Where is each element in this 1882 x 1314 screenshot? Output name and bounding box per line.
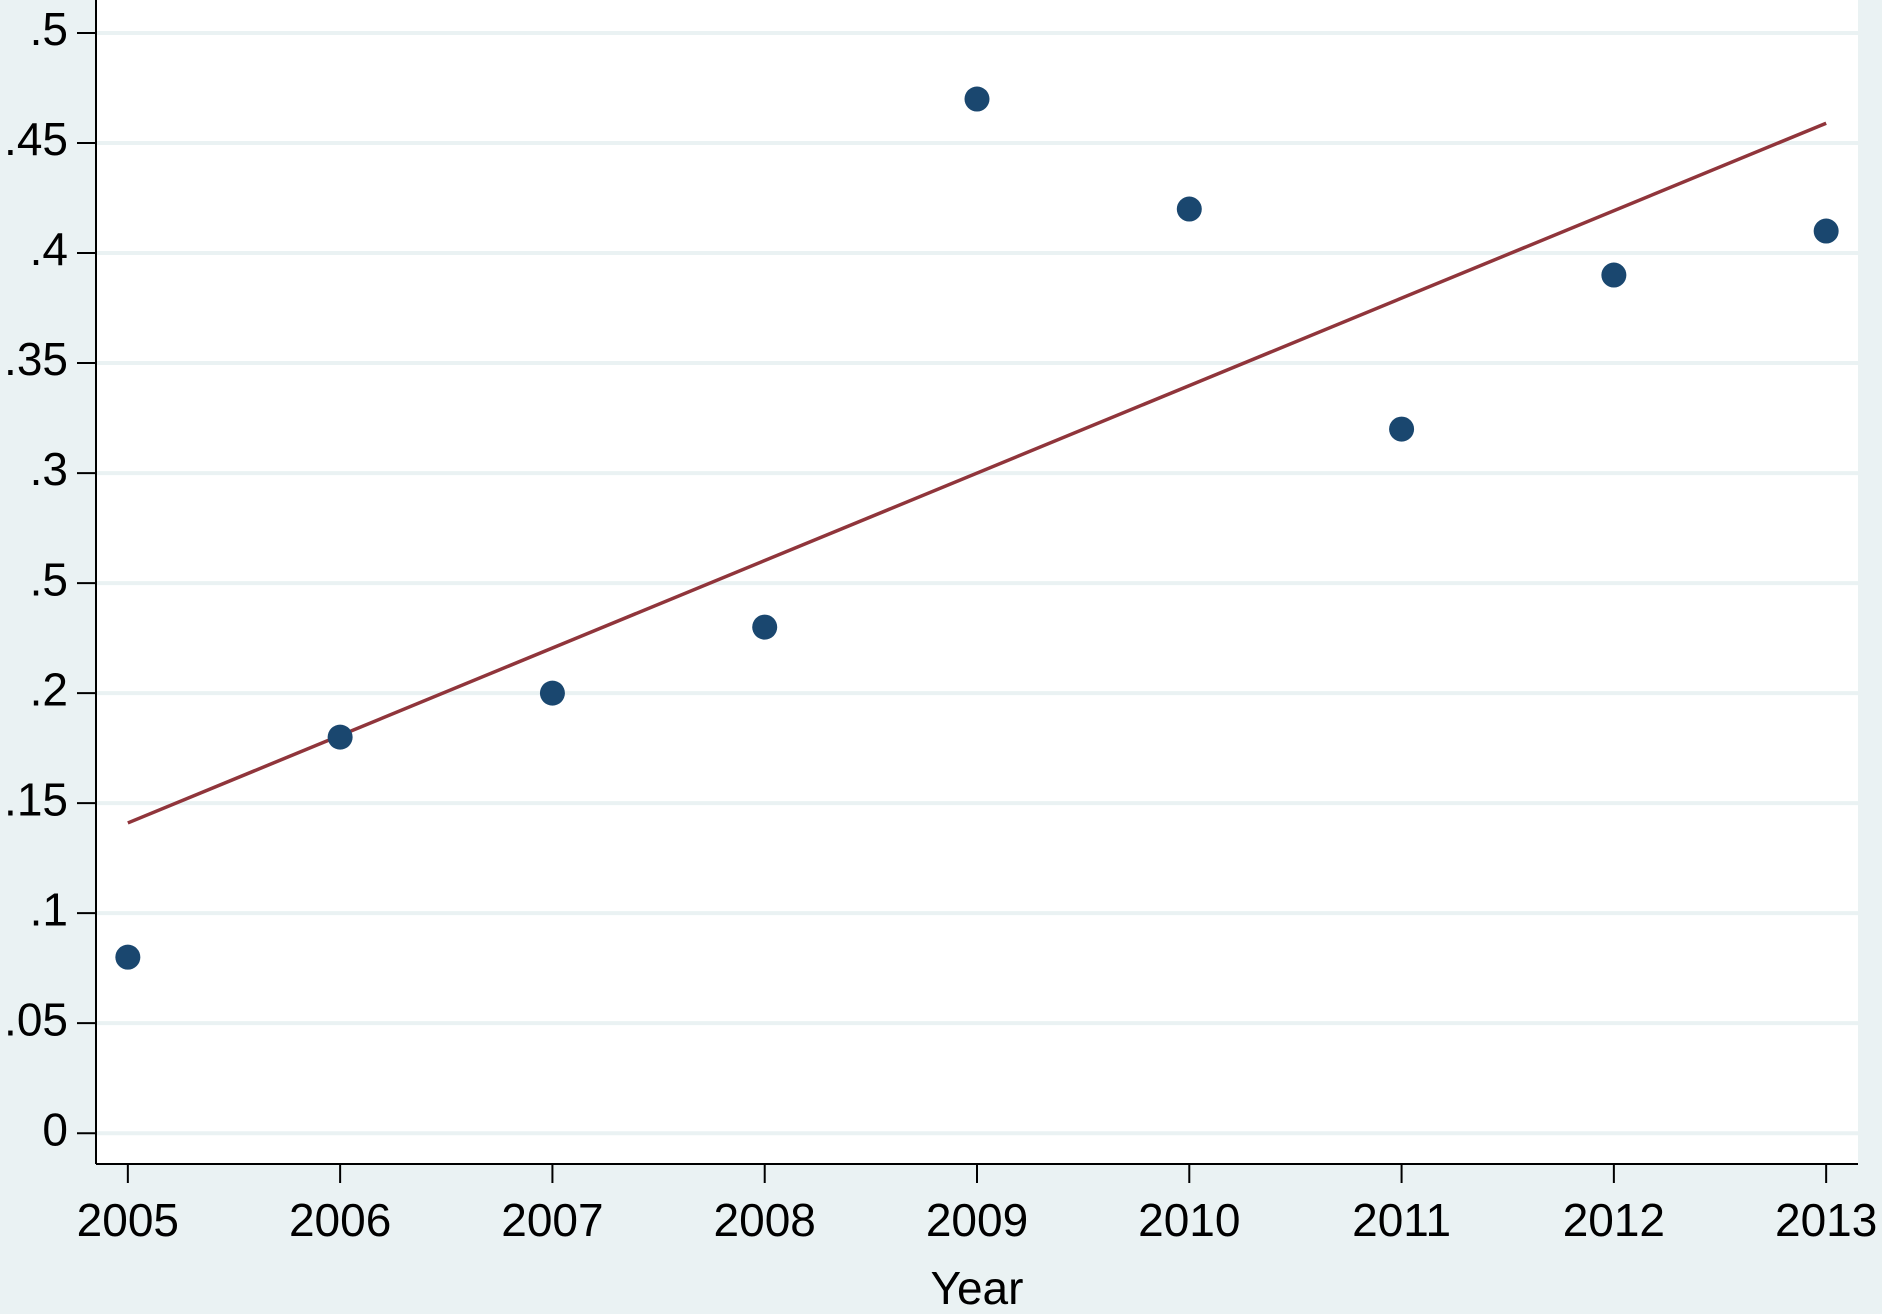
point — [539, 680, 565, 706]
x-tick-label: 2005 — [77, 1194, 179, 1246]
point — [1176, 196, 1202, 222]
y-tick-label: .4 — [30, 223, 68, 275]
x-tick-label: 2010 — [1138, 1194, 1240, 1246]
x-tick-label: 2009 — [926, 1194, 1028, 1246]
y-tick-label: .35 — [4, 333, 68, 385]
y-tick-label: 0 — [42, 1103, 68, 1155]
y-tick-label: .05 — [4, 993, 68, 1045]
y-tick-label: .5 — [30, 553, 68, 605]
point — [1601, 262, 1627, 288]
x-tick-label: 2013 — [1775, 1194, 1877, 1246]
point — [752, 614, 778, 640]
x-tick-label: 2007 — [501, 1194, 603, 1246]
y-tick-label: .1 — [30, 883, 68, 935]
y-tick-label: .2 — [30, 663, 68, 715]
y-tick-label: .45 — [4, 113, 68, 165]
point — [964, 86, 990, 112]
point — [327, 724, 353, 750]
point — [1813, 218, 1839, 244]
x-tick-label: 2012 — [1563, 1194, 1665, 1246]
x-tick-label: 2008 — [714, 1194, 816, 1246]
y-tick-label: .3 — [30, 443, 68, 495]
x-tick-label: 2011 — [1352, 1194, 1451, 1246]
x-tick-label: 2006 — [289, 1194, 391, 1246]
fit-line — [127, 121, 1827, 825]
point — [115, 944, 141, 970]
y-tick-label: .15 — [4, 773, 68, 825]
point — [1389, 416, 1415, 442]
x-axis-label: Year — [931, 1262, 1024, 1314]
y-tick-label: .5 — [30, 3, 68, 55]
